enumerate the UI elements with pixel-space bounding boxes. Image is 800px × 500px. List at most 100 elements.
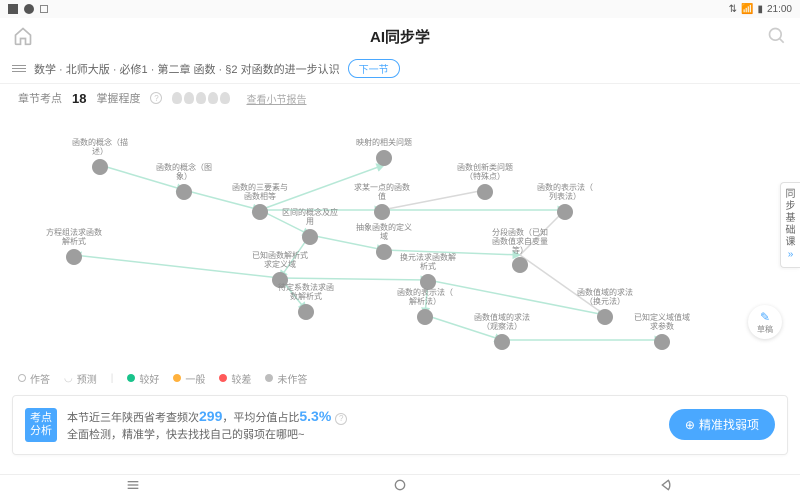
chevron-right-icon: » — [784, 249, 797, 261]
graph-node[interactable]: 已知定义域值域求参数 — [632, 314, 692, 350]
node-label: 函数的表示法（列表法） — [537, 184, 593, 202]
status-time: 21:00 — [767, 4, 792, 15]
node-dot — [302, 229, 318, 245]
next-section-button[interactable]: 下一节 — [348, 59, 400, 78]
stat-label: 章节考点 — [18, 90, 62, 106]
node-label: 函数值域的求法（观察法） — [474, 314, 530, 332]
breadcrumb: 数学 · 北师大版 · 必修1 · 第二章 函数 · §2 对函数的进一步认识 … — [0, 54, 800, 84]
draft-label: 草稿 — [757, 324, 773, 335]
node-label: 函数的概念（图象） — [156, 164, 212, 182]
knowledge-graph[interactable]: 函数的概念（描述） 函数的概念（图象） 函数的三要素与函数相等区间的概念及应用方程组… — [0, 112, 800, 367]
node-dot — [512, 257, 528, 273]
node-dot — [494, 334, 510, 350]
button-label: 精准找弱项 — [699, 416, 759, 433]
stat-count: 18 — [72, 91, 86, 106]
node-dot — [252, 204, 268, 220]
search-icon[interactable] — [766, 25, 788, 47]
stat-label: 掌握程度 — [96, 90, 140, 106]
graph-node[interactable]: 区间的概念及应用 — [280, 209, 340, 245]
target-icon: ⊕ — [685, 418, 695, 432]
node-label: 待定系数法求函数解析式 — [278, 284, 334, 302]
node-dot — [92, 159, 108, 175]
analysis-card: 考点分析 本节近三年陕西省考查频次299，平均分值占比5.3%? 全面检测，精准… — [12, 395, 788, 455]
card-line: 本节近三年陕西省考查频次 — [67, 412, 199, 424]
legend-label: 未作答 — [277, 371, 307, 386]
node-dot — [376, 244, 392, 260]
node-dot — [374, 204, 390, 220]
legend-label: 一般 — [185, 371, 205, 386]
node-dot — [417, 309, 433, 325]
graph-node[interactable]: 函数值域的求法（换元法） — [575, 289, 635, 325]
graph-node[interactable]: 函数的概念（图象） — [154, 164, 214, 200]
node-label: 函数值域的求法（换元法） — [577, 289, 633, 307]
node-label: 函数的表示法（解析法） — [397, 289, 453, 307]
graph-node[interactable]: 方程组法求函数解析式 — [44, 229, 104, 265]
draft-button[interactable]: ✎ 草稿 — [748, 305, 782, 339]
status-icon — [40, 5, 48, 13]
menu-icon[interactable] — [12, 65, 26, 72]
card-text: 本节近三年陕西省考查频次299，平均分值占比5.3%? 全面检测，精准学，快去找… — [67, 406, 659, 444]
graph-node[interactable]: 换元法求函数解析式 — [398, 254, 458, 290]
node-dot — [66, 249, 82, 265]
graph-node[interactable]: 函数值域的求法（观察法） — [472, 314, 532, 350]
graph-node[interactable]: 函数的表示法（解析法） — [395, 289, 455, 325]
node-dot — [597, 309, 613, 325]
node-dot — [557, 204, 573, 220]
frequency-value: 299 — [199, 408, 222, 424]
graph-node[interactable]: 函数的表示法（列表法） — [535, 184, 595, 220]
mastery-bulbs — [172, 92, 230, 104]
side-tab-sync-course[interactable]: 同步基础课 » — [780, 182, 800, 268]
legend-label: 作答 — [30, 371, 50, 386]
graph-node[interactable]: 函数的概念（描述） — [70, 139, 130, 175]
card-line: ，平均分值占比 — [222, 412, 299, 424]
node-label: 已知定义域值域求参数 — [634, 314, 690, 332]
node-label: 函数创新类问题（特殊点） — [457, 164, 513, 182]
legend-label: 预测 — [77, 371, 97, 386]
signal-icon: 📶 — [741, 4, 753, 15]
percent-value: 5.3% — [299, 408, 331, 424]
node-label: 抽象函数的定义域 — [356, 224, 412, 242]
node-dot — [176, 184, 192, 200]
nav-back-icon[interactable] — [659, 477, 675, 498]
page-title: AI同步学 — [370, 26, 430, 47]
recent-apps-icon[interactable] — [125, 477, 141, 498]
android-status-bar: ⇅ 📶 ▮ 21:00 — [0, 0, 800, 18]
card-badge: 考点分析 — [25, 408, 57, 442]
legend-label: 较差 — [231, 371, 251, 386]
nav-home-icon[interactable] — [392, 477, 408, 498]
node-label: 函数的三要素与函数相等 — [232, 184, 288, 202]
home-icon[interactable] — [12, 25, 34, 47]
legend: 作答 ◡预测 | 较好 一般 较差 未作答 — [0, 367, 800, 389]
node-label: 分段函数（已知函数值求自变量等） — [492, 229, 548, 255]
help-icon[interactable]: ? — [335, 413, 347, 425]
status-icon — [8, 4, 18, 14]
report-link[interactable]: 查看小节报告 — [246, 91, 306, 106]
graph-node[interactable]: 求某一点的函数值 — [352, 184, 412, 220]
legend-marker — [173, 374, 181, 382]
stats-row: 章节考点 18 掌握程度 ? 查看小节报告 — [0, 84, 800, 112]
node-label: 求某一点的函数值 — [354, 184, 410, 202]
legend-marker — [219, 374, 227, 382]
battery-icon: ▮ — [757, 4, 763, 15]
breadcrumb-path: 数学 · 北师大版 · 必修1 · 第二章 函数 · §2 对函数的进一步认识 — [34, 61, 340, 77]
top-bar: AI同步学 — [0, 18, 800, 54]
legend-marker — [18, 374, 26, 382]
legend-label: 较好 — [139, 371, 159, 386]
node-label: 方程组法求函数解析式 — [46, 229, 102, 247]
graph-node[interactable]: 函数创新类问题（特殊点） — [455, 164, 515, 200]
card-line: 全面检测，精准学，快去找找自己的弱项在哪吧~ — [67, 427, 659, 444]
status-icon — [24, 4, 34, 14]
find-weakness-button[interactable]: ⊕ 精准找弱项 — [669, 409, 775, 440]
node-label: 已知函数解析式求定义域 — [252, 252, 308, 270]
node-dot — [654, 334, 670, 350]
node-dot — [376, 150, 392, 166]
graph-node[interactable]: 映射的相关问题 — [354, 139, 414, 166]
graph-node[interactable]: 待定系数法求函数解析式 — [276, 284, 336, 320]
legend-marker — [127, 374, 135, 382]
legend-marker — [265, 374, 273, 382]
node-dot — [477, 184, 493, 200]
graph-node[interactable]: 分段函数（已知函数值求自变量等） — [490, 229, 550, 273]
wifi-icon: ⇅ — [729, 4, 737, 15]
node-label: 换元法求函数解析式 — [400, 254, 456, 272]
help-icon[interactable]: ? — [150, 92, 162, 104]
